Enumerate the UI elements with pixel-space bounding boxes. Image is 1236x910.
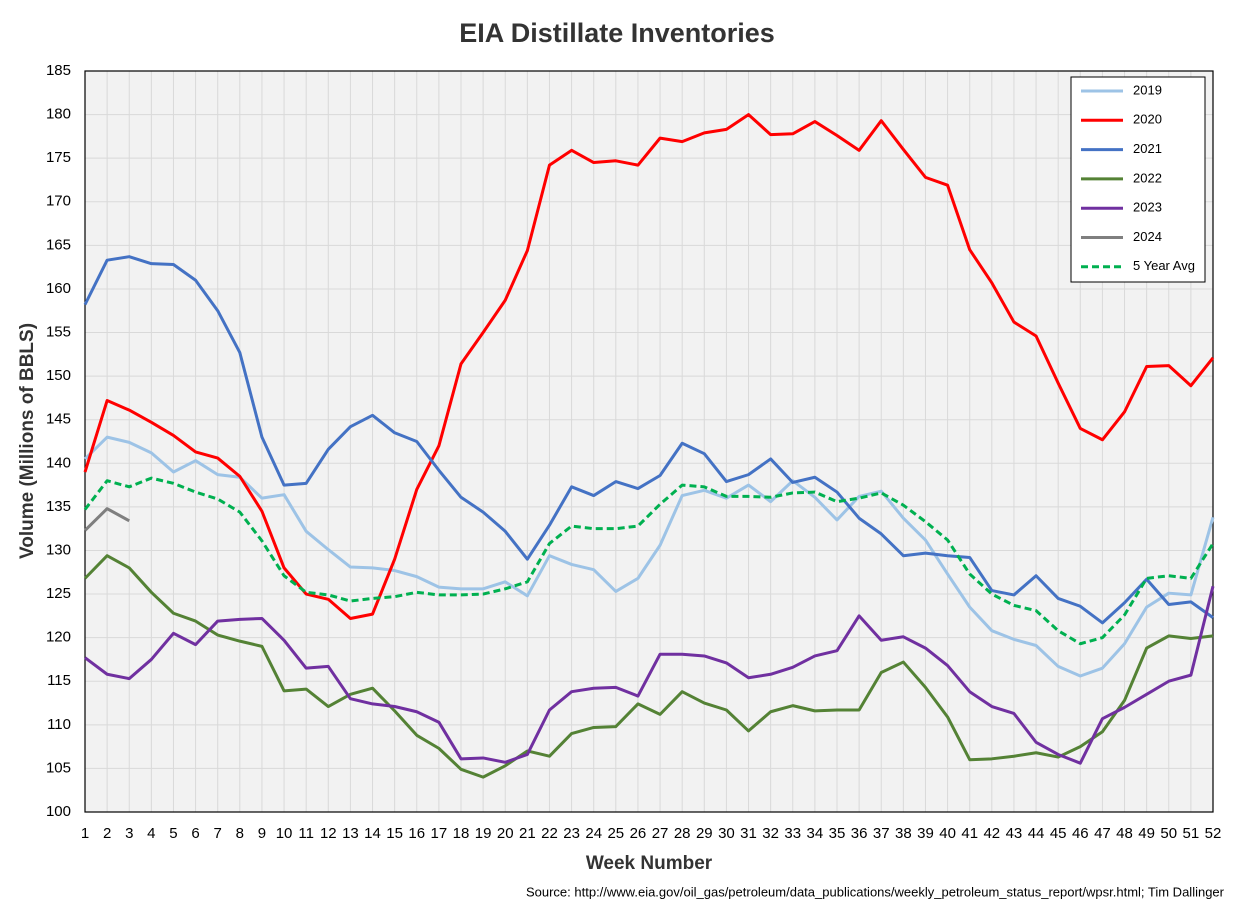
x-tick-label: 1 — [81, 825, 89, 842]
x-tick-label: 5 — [169, 825, 177, 842]
x-tick-label: 23 — [563, 825, 580, 842]
series-line — [83, 435, 1215, 678]
x-tick-label: 52 — [1205, 825, 1222, 842]
legend-label: 2020 — [1133, 112, 1162, 127]
y-tick-label: 100 — [46, 803, 71, 820]
x-tick-label: 12 — [320, 825, 337, 842]
x-tick-label: 2 — [103, 825, 111, 842]
x-tick-label: 25 — [607, 825, 624, 842]
y-tick-label: 105 — [46, 759, 71, 776]
x-tick-label: 10 — [276, 825, 293, 842]
legend-label: 2023 — [1133, 200, 1162, 215]
x-axis-label: Week Number — [586, 853, 713, 874]
y-tick-label: 175 — [46, 149, 71, 166]
x-tick-label: 18 — [453, 825, 470, 842]
x-tick-label: 40 — [939, 825, 956, 842]
plot-area — [85, 71, 1213, 812]
y-tick-label: 130 — [46, 541, 71, 558]
x-tick-label: 32 — [762, 825, 779, 842]
x-tick-label: 38 — [895, 825, 912, 842]
x-tick-label: 14 — [364, 825, 381, 842]
x-tick-label: 45 — [1050, 825, 1067, 842]
y-tick-label: 165 — [46, 236, 71, 253]
legend-label: 2022 — [1133, 170, 1162, 185]
y-tick-label: 140 — [46, 454, 71, 471]
y-tick-label: 160 — [46, 280, 71, 297]
x-tick-label: 42 — [983, 825, 1000, 842]
x-tick-label: 15 — [386, 825, 403, 842]
series-line — [84, 585, 1215, 765]
x-tick-label: 41 — [961, 825, 978, 842]
x-tick-label: 8 — [236, 825, 244, 842]
y-tick-label: 170 — [46, 193, 71, 210]
x-tick-label: 20 — [497, 825, 514, 842]
y-tick-label: 180 — [46, 106, 71, 123]
x-tick-label: 43 — [1006, 825, 1023, 842]
x-tick-label: 35 — [829, 825, 846, 842]
series-line — [83, 476, 1215, 646]
x-tick-label: 33 — [784, 825, 801, 842]
x-tick-label: 6 — [191, 825, 199, 842]
x-tick-label: 46 — [1072, 825, 1089, 842]
y-tick-label: 135 — [46, 498, 71, 515]
x-tick-label: 22 — [541, 825, 558, 842]
series-line — [83, 113, 1215, 620]
x-tick-label: 9 — [258, 825, 266, 842]
y-tick-label: 125 — [46, 585, 71, 602]
x-tick-label: 28 — [674, 825, 691, 842]
x-tick-label: 51 — [1183, 825, 1200, 842]
legend-label: 2024 — [1133, 229, 1162, 244]
x-tick-label: 30 — [718, 825, 735, 842]
x-tick-label: 19 — [475, 825, 492, 842]
x-tick-label: 27 — [652, 825, 669, 842]
source-note: Source: http://www.eia.gov/oil_gas/petro… — [526, 884, 1225, 899]
y-tick-label: 150 — [46, 367, 71, 384]
x-tick-label: 49 — [1138, 825, 1155, 842]
x-tick-label: 47 — [1094, 825, 1111, 842]
x-tick-label: 34 — [807, 825, 824, 842]
x-tick-label: 17 — [431, 825, 448, 842]
series-line — [83, 507, 130, 532]
legend-label: 2021 — [1133, 141, 1162, 156]
x-tick-label: 39 — [917, 825, 934, 842]
x-tick-label: 7 — [214, 825, 222, 842]
y-tick-label: 115 — [47, 672, 71, 689]
x-tick-label: 3 — [125, 825, 133, 842]
legend-label: 2019 — [1133, 82, 1162, 97]
legend-label: 5 Year Avg — [1133, 258, 1195, 273]
x-tick-label: 36 — [851, 825, 868, 842]
x-tick-label: 16 — [408, 825, 425, 842]
y-tick-label: 185 — [46, 62, 71, 79]
plot-frame — [84, 70, 1214, 813]
x-tick-label: 31 — [740, 825, 757, 842]
chart-title: EIA Distillate Inventories — [459, 18, 775, 48]
y-tick-label: 110 — [47, 716, 71, 733]
x-tick-label: 13 — [342, 825, 359, 842]
x-tick-label: 29 — [696, 825, 713, 842]
x-tick-label: 26 — [630, 825, 647, 842]
x-tick-label: 50 — [1160, 825, 1177, 842]
series-line — [83, 255, 1214, 625]
x-tick-label: 4 — [147, 825, 155, 842]
x-tick-label: 21 — [519, 825, 536, 842]
y-axis-label: Volume (Millions of BBLS) — [17, 323, 38, 559]
x-tick-label: 37 — [873, 825, 890, 842]
x-tick-label: 11 — [298, 825, 314, 842]
x-tick-label: 48 — [1116, 825, 1133, 842]
y-tick-label: 155 — [46, 323, 71, 340]
y-tick-label: 145 — [46, 411, 71, 428]
y-tick-label: 120 — [46, 629, 71, 646]
x-tick-label: 44 — [1028, 825, 1045, 842]
x-tick-label: 24 — [585, 825, 602, 842]
series-line — [83, 554, 1214, 779]
